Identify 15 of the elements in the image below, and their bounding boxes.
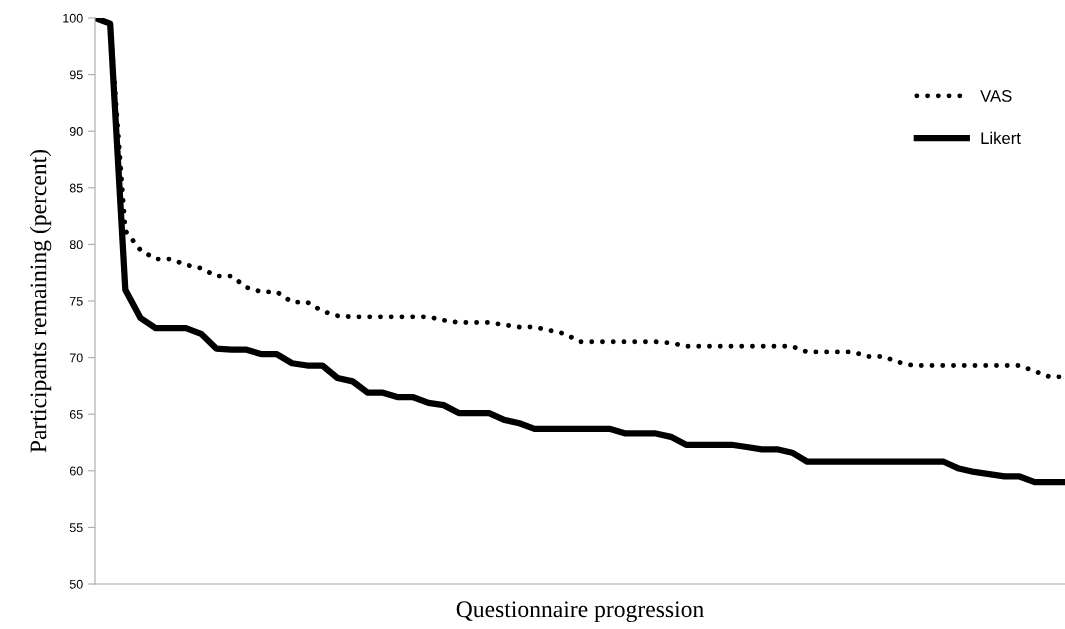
y-tick-label: 100 — [63, 13, 83, 23]
y-tick-label: 80 — [69, 240, 83, 250]
y-tick-label: 60 — [69, 466, 83, 476]
x-axis-title: Questionnaire progression — [456, 601, 704, 623]
y-tick-label: 95 — [69, 70, 83, 80]
y-tick-label: 90 — [69, 127, 83, 136]
y-tick-label: 85 — [69, 183, 83, 193]
y-tick-label: 55 — [69, 523, 83, 533]
y-tick-label: 65 — [69, 410, 83, 419]
y-axis-title: Participants remaining (percent) — [29, 149, 52, 453]
y-tick-label: 50 — [69, 579, 83, 589]
legend-label: VAS — [980, 90, 1012, 102]
y-tick-label: 70 — [69, 353, 83, 363]
y-tick-label: 75 — [69, 296, 83, 306]
legend-label: Likert — [981, 131, 1021, 145]
